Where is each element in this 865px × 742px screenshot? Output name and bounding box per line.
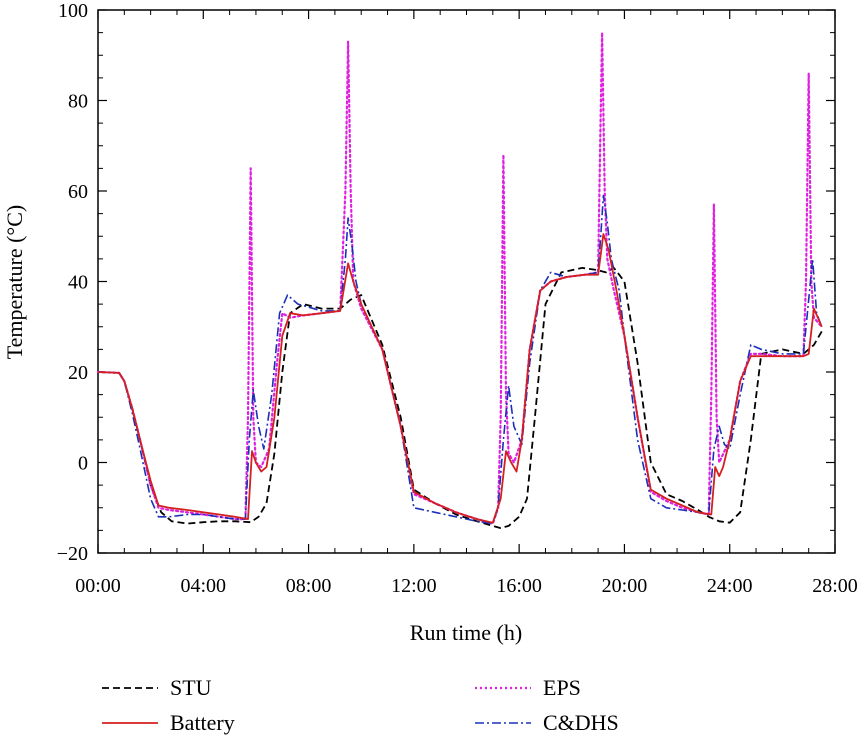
series-line-cdhs (97, 194, 823, 525)
x-tick-label: 28:00 (812, 575, 858, 597)
legend-label-eps: EPS (543, 675, 581, 700)
y-tick-label: 0 (78, 453, 88, 475)
axis-ticks: 00:00 04:00 08:00 12:00 16:00 20:00 24:00 28:00… (57, 0, 858, 597)
plot-frame (97, 9, 836, 554)
series-line-battery (97, 233, 823, 524)
legend-label-cdhs: C&DHS (543, 710, 619, 735)
x-tick-label: 04:00 (181, 575, 227, 597)
x-axis-label: Run time (h) (410, 620, 522, 645)
legend-label-battery: Battery (170, 710, 235, 735)
x-tick-label: 12:00 (391, 575, 437, 597)
y-tick-label: 20 (68, 362, 88, 384)
legend-label-stu: STU (170, 675, 212, 700)
x-tick-label: 08:00 (286, 575, 332, 597)
y-tick-label: −20 (57, 543, 88, 565)
x-tick-label: 16:00 (496, 575, 542, 597)
y-tick-label: 40 (68, 272, 88, 294)
series-layer (96, 31, 823, 529)
series-line-eps (96, 31, 823, 525)
y-tick-label: 80 (68, 91, 88, 113)
y-tick-label: 100 (58, 0, 88, 22)
y-tick-label: 60 (68, 181, 88, 203)
x-tick-label: 24:00 (707, 575, 753, 597)
legend: STU Battery EPS C&DHS (102, 675, 619, 735)
y-axis-label: Temperature (°C) (2, 205, 27, 359)
x-tick-label: 20:00 (602, 575, 648, 597)
x-tick-label: 00:00 (75, 575, 121, 597)
